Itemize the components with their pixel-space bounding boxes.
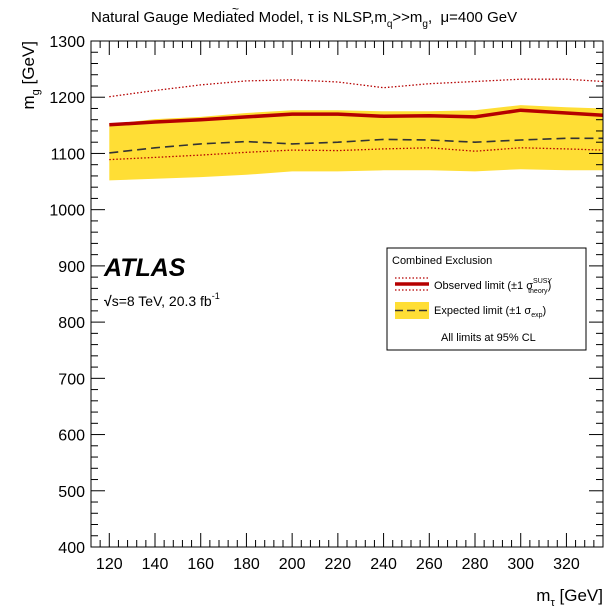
- tau-symbol: τ: [308, 9, 314, 26]
- atlas-label: ATLAS: [103, 254, 186, 282]
- y-tick-label: 500: [58, 484, 85, 501]
- expected-limit-line: [109, 137, 603, 154]
- legend: Combined Exclusion Observed limit (±1 σS…: [386, 247, 587, 351]
- x-tick-label: 160: [187, 556, 214, 573]
- x-tick-label: 280: [462, 556, 489, 573]
- x-tick-label: 320: [553, 556, 580, 573]
- x-tick-label: 300: [507, 556, 534, 573]
- x-tick-label: 200: [279, 556, 306, 573]
- y-tick-label: 800: [58, 315, 85, 332]
- x-tick-label: 240: [370, 556, 397, 573]
- y-tick-label: 400: [58, 540, 85, 557]
- y-axis-label: mg [GeV]: [19, 41, 42, 109]
- chart-title: Natural Gauge Mediated Model, τ is NLSP,…: [91, 9, 517, 30]
- data-layer: [109, 78, 604, 181]
- observed-plus-theory-line: [109, 78, 604, 98]
- y-tick-label: 1200: [49, 90, 85, 107]
- x-tick-label: 180: [233, 556, 260, 573]
- x-tick-label: 120: [96, 556, 123, 573]
- legend-expected-label: Expected limit (±1 σexp): [434, 305, 546, 319]
- axis-layer: 120 140 160 180 200 220 240 260 280 300 320 400 500 6…: [49, 34, 604, 573]
- x-tick-label: 220: [325, 556, 352, 573]
- y-tick-label: 1100: [51, 146, 86, 163]
- x-tick-label: 140: [142, 556, 169, 573]
- y-tick-label: 600: [58, 428, 85, 445]
- legend-note: All limits at 95% CL: [441, 332, 536, 344]
- title-tau-tilde: ~: [232, 2, 239, 16]
- legend-observed-label: Observed limit (±1 σSUSY theory): [434, 278, 552, 295]
- y-tick-label: 1300: [49, 34, 85, 51]
- expected-1sigma-band: [109, 105, 604, 181]
- y-tick-label: 900: [58, 259, 85, 276]
- legend-box: [386, 247, 587, 351]
- y-tick-label: 700: [58, 371, 85, 388]
- y-tick-label: 1000: [49, 203, 85, 220]
- observed-limit-line: [109, 108, 604, 127]
- x-tick-label: 260: [416, 556, 443, 573]
- energy-lumi-label: √s=8 TeV, 20.3 fb-1: [104, 291, 220, 309]
- legend-title: Combined Exclusion: [392, 255, 492, 267]
- x-axis-label: mτ [GeV]: [536, 586, 603, 608]
